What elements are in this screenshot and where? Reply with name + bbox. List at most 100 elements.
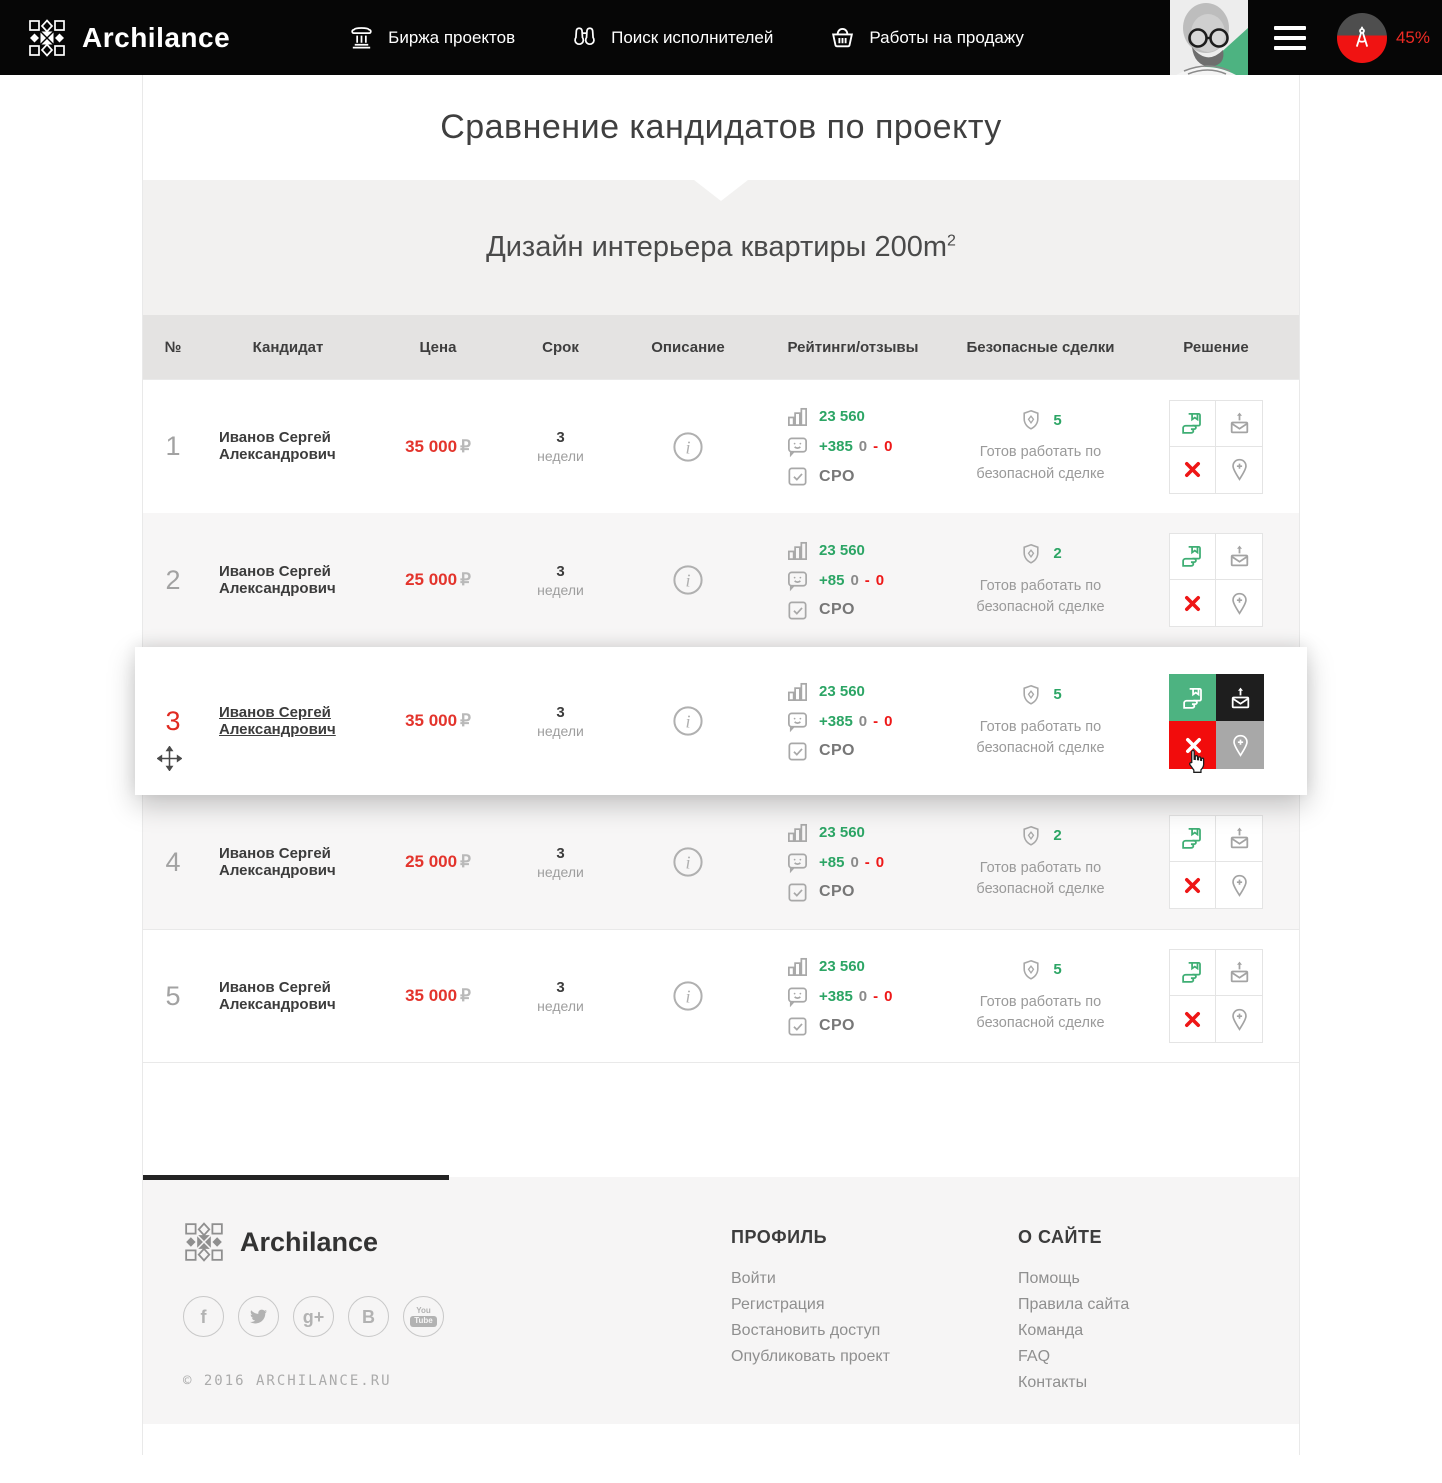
brand[interactable]: Archilance xyxy=(27,18,230,58)
candidate-name-link[interactable]: Иванов Сергей Александрович xyxy=(219,978,336,1013)
drag-move-icon[interactable] xyxy=(157,746,182,771)
page-title: Сравнение кандидатов по проекту xyxy=(440,108,1002,146)
youtube-icon[interactable]: You Tube xyxy=(403,1296,444,1337)
reviews-positive: +385 xyxy=(819,987,853,1005)
safe-deal-count: 5 xyxy=(1053,961,1062,979)
reject-button[interactable] xyxy=(1169,446,1216,494)
footer-brand[interactable]: Archilance xyxy=(183,1221,731,1263)
reviews-positive: +385 xyxy=(819,438,853,455)
footer-column-profile: ПРОФИЛЬ Войти Регистрация Востановить до… xyxy=(731,1221,1018,1424)
vk-icon[interactable]: В xyxy=(348,1296,389,1337)
send-message-button[interactable] xyxy=(1216,399,1263,447)
candidate-name-link[interactable]: Иванов Сергей Александрович xyxy=(219,562,336,597)
pin-add-button[interactable] xyxy=(1216,862,1263,909)
pin-add-button[interactable] xyxy=(1216,446,1263,494)
info-icon[interactable] xyxy=(672,980,704,1012)
footer-link-publish-project[interactable]: Опубликовать проект xyxy=(731,1348,890,1365)
candidate-row-1: 1 Иванов Сергей Александрович 35 000 ₽ 3 н… xyxy=(143,379,1299,513)
price-value: 35 000 xyxy=(405,436,458,456)
nav-item-works-for-sale[interactable]: Работы на продажу xyxy=(829,24,1024,51)
footer: Archilance f g+ В You Tube © 2016 ARCHILA… xyxy=(143,1175,1299,1424)
x-icon xyxy=(1180,591,1205,616)
pin-add-button[interactable] xyxy=(1216,580,1263,627)
x-icon xyxy=(1180,873,1205,898)
price-cell: 35 000 ₽ xyxy=(373,986,503,1006)
twitter-icon[interactable] xyxy=(238,1296,279,1337)
hire-button[interactable] xyxy=(1169,674,1217,722)
hire-button[interactable] xyxy=(1169,815,1216,862)
hand-deal-icon xyxy=(1181,686,1206,711)
reject-button[interactable] xyxy=(1169,721,1217,769)
facebook-icon[interactable]: f xyxy=(183,1296,224,1337)
info-icon[interactable] xyxy=(672,564,704,596)
reject-button[interactable] xyxy=(1169,996,1216,1043)
mail-up-icon xyxy=(1227,960,1252,985)
rating-chart-icon xyxy=(786,539,809,562)
col-header-description: Описание xyxy=(651,338,725,356)
reviews-neutral: 0 xyxy=(858,712,868,730)
footer-link-help[interactable]: Помощь xyxy=(1018,1270,1080,1287)
header-right: 45% xyxy=(1169,0,1442,75)
sro-label: СРО xyxy=(819,883,855,900)
rating-score: 23 560 xyxy=(819,408,865,425)
pin-add-button[interactable] xyxy=(1216,721,1264,769)
decision-buttons xyxy=(1169,533,1263,627)
reviews-neutral: 0 xyxy=(858,438,868,455)
send-message-button[interactable] xyxy=(1216,533,1263,580)
candidate-name-link[interactable]: Иванов Сергей Александрович xyxy=(219,703,336,738)
sro-check-icon xyxy=(786,740,809,763)
footer-link-register[interactable]: Регистрация xyxy=(731,1296,825,1313)
term-cell: 3 недели xyxy=(503,704,618,739)
x-icon xyxy=(1180,457,1205,482)
rating-chart-icon xyxy=(786,680,809,703)
reviews-icon xyxy=(786,985,809,1008)
info-icon[interactable] xyxy=(672,705,704,737)
footer-link-contacts[interactable]: Контакты xyxy=(1018,1374,1088,1391)
sro-label: СРО xyxy=(819,467,855,485)
rating-chart-icon xyxy=(786,405,809,428)
row-number: 3 xyxy=(165,705,181,736)
reviews-dash: - xyxy=(873,987,879,1005)
reject-button[interactable] xyxy=(1169,862,1216,909)
send-message-button[interactable] xyxy=(1216,949,1263,996)
sro-check-icon xyxy=(786,1015,809,1038)
ratings-cell: 23 560 +385 0-0 СРО xyxy=(758,955,948,1038)
footer-link-faq[interactable]: FAQ xyxy=(1018,1348,1051,1365)
price-cell: 35 000 ₽ xyxy=(373,437,503,457)
safe-deal-cell: 5 Готов работать по безопасной сделке xyxy=(948,683,1133,759)
x-icon xyxy=(1181,733,1206,758)
row-number: 4 xyxy=(165,846,181,877)
nav-item-projects-exchange[interactable]: Биржа проектов xyxy=(348,24,515,51)
candidate-name-link[interactable]: Иванов Сергей Александрович xyxy=(219,844,336,879)
safe-deal-count: 2 xyxy=(1053,827,1062,845)
google-plus-icon[interactable]: g+ xyxy=(293,1296,334,1337)
user-avatar[interactable] xyxy=(1169,0,1248,75)
info-icon[interactable] xyxy=(672,846,704,878)
rating-chart-icon xyxy=(786,821,809,844)
reject-button[interactable] xyxy=(1169,580,1216,627)
candidate-name-link[interactable]: Иванов Сергей Александрович xyxy=(219,429,336,463)
hand-deal-icon xyxy=(1180,411,1205,436)
menu-icon[interactable] xyxy=(1273,25,1306,50)
hire-button[interactable] xyxy=(1169,949,1216,996)
nav-item-find-contractors[interactable]: Поиск исполнителей xyxy=(571,24,773,51)
hire-button[interactable] xyxy=(1169,533,1216,580)
footer-link-rules[interactable]: Правила сайта xyxy=(1018,1296,1130,1313)
hire-button[interactable] xyxy=(1169,399,1216,447)
title-section: Сравнение кандидатов по проекту xyxy=(143,75,1299,180)
footer-link-login[interactable]: Войти xyxy=(731,1270,776,1287)
info-icon[interactable] xyxy=(672,431,704,463)
footer-link-team[interactable]: Команда xyxy=(1018,1322,1084,1339)
social-links: f g+ В You Tube xyxy=(183,1296,731,1337)
send-message-button[interactable] xyxy=(1216,674,1264,722)
footer-column-title: О САЙТЕ xyxy=(1018,1227,1102,1247)
footer-link-restore-access[interactable]: Востановить доступ xyxy=(731,1322,881,1339)
project-band: Дизайн интерьера квартиры 200m2 xyxy=(143,180,1299,315)
archilance-logo-icon xyxy=(183,1221,225,1263)
profile-progress[interactable]: 45% xyxy=(1336,12,1430,63)
safe-deal-note: Готов работать по безопасной сделке xyxy=(976,577,1105,615)
pin-plus-icon xyxy=(1227,873,1252,898)
send-message-button[interactable] xyxy=(1216,815,1263,862)
pin-add-button[interactable] xyxy=(1216,996,1263,1043)
